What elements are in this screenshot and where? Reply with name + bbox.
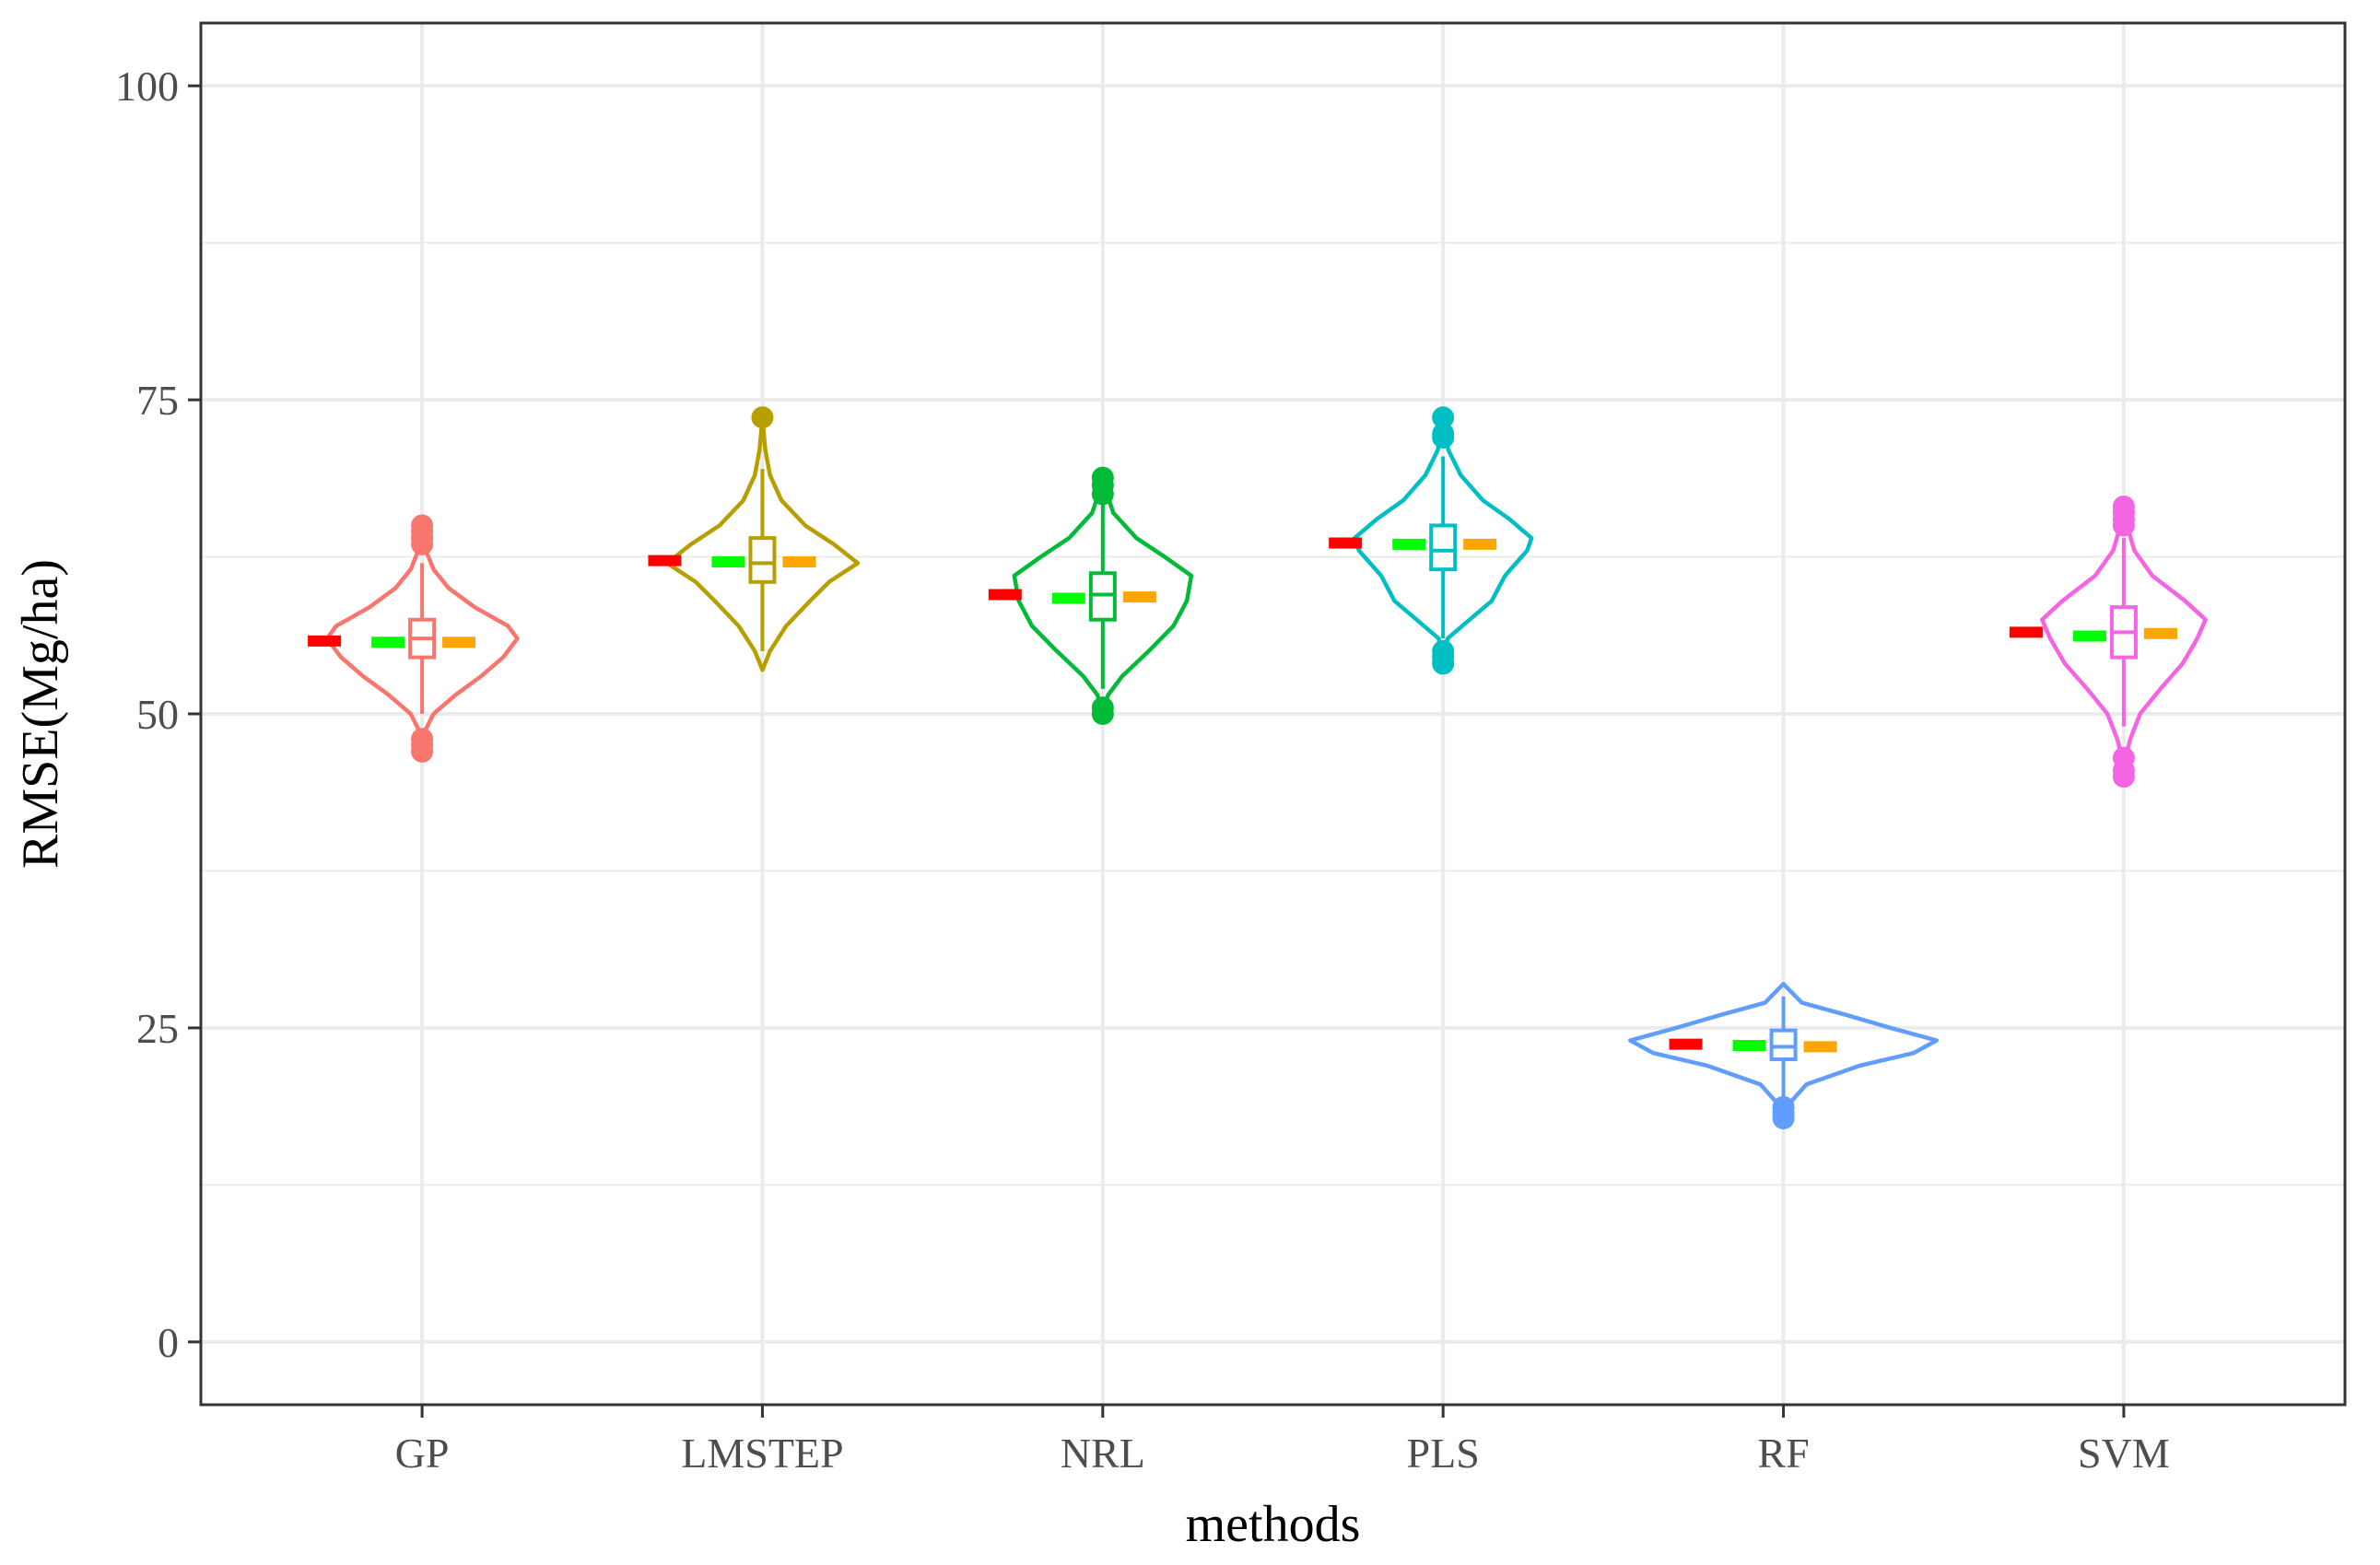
- x-tick-label-svm: SVM: [2078, 1430, 2170, 1477]
- y-tick-label: 100: [115, 63, 179, 110]
- violin-group-rf: [1628, 981, 1940, 1130]
- outlier-point: [2112, 746, 2135, 769]
- x-tick-label-gp: GP: [395, 1430, 450, 1477]
- outlier-point: [1772, 1095, 1795, 1118]
- violin-group-svm: [2009, 496, 2208, 788]
- outlier-point: [1432, 639, 1455, 662]
- y-tick-label: 75: [136, 377, 179, 424]
- outlier-point: [1091, 696, 1114, 719]
- violin-group-gp: [308, 514, 520, 763]
- x-tick-label-rf: RF: [1757, 1430, 1809, 1477]
- y-axis-title: RMSE(Mg/ha): [12, 559, 69, 869]
- y-tick-label: 0: [158, 1319, 179, 1366]
- iqr-box: [1769, 1028, 1798, 1061]
- outlier-point: [1432, 422, 1455, 445]
- violin-group-nrl: [988, 466, 1194, 725]
- outlier-point: [2112, 496, 2135, 518]
- x-tick-label-pls: PLS: [1407, 1430, 1480, 1477]
- axis-layer: 0 25 50 75 100 GP LMSTEP NRL PLS RF SVM: [115, 63, 2170, 1477]
- outlier-point: [411, 728, 434, 751]
- iqr-box: [1088, 571, 1117, 622]
- outlier-point: [1432, 406, 1455, 429]
- iqr-box: [1429, 523, 1458, 572]
- grid-layer: [201, 23, 2345, 1405]
- x-tick-label-nrl: NRL: [1061, 1430, 1145, 1477]
- x-tick-label-lmstep: LMSTEP: [681, 1430, 843, 1477]
- marks-layer: [308, 406, 2208, 1130]
- x-axis-title: methods: [1186, 1496, 1361, 1553]
- outlier-point: [751, 406, 774, 429]
- y-tick-label: 50: [136, 691, 179, 738]
- outlier-point: [1091, 466, 1114, 489]
- violin-group-pls: [1329, 406, 1534, 675]
- outlier-point: [411, 514, 434, 537]
- violin-group-lmstep: [648, 406, 861, 672]
- iqr-box: [748, 536, 777, 584]
- y-tick-label: 25: [136, 1005, 179, 1052]
- violin-shape: [1628, 981, 1940, 1118]
